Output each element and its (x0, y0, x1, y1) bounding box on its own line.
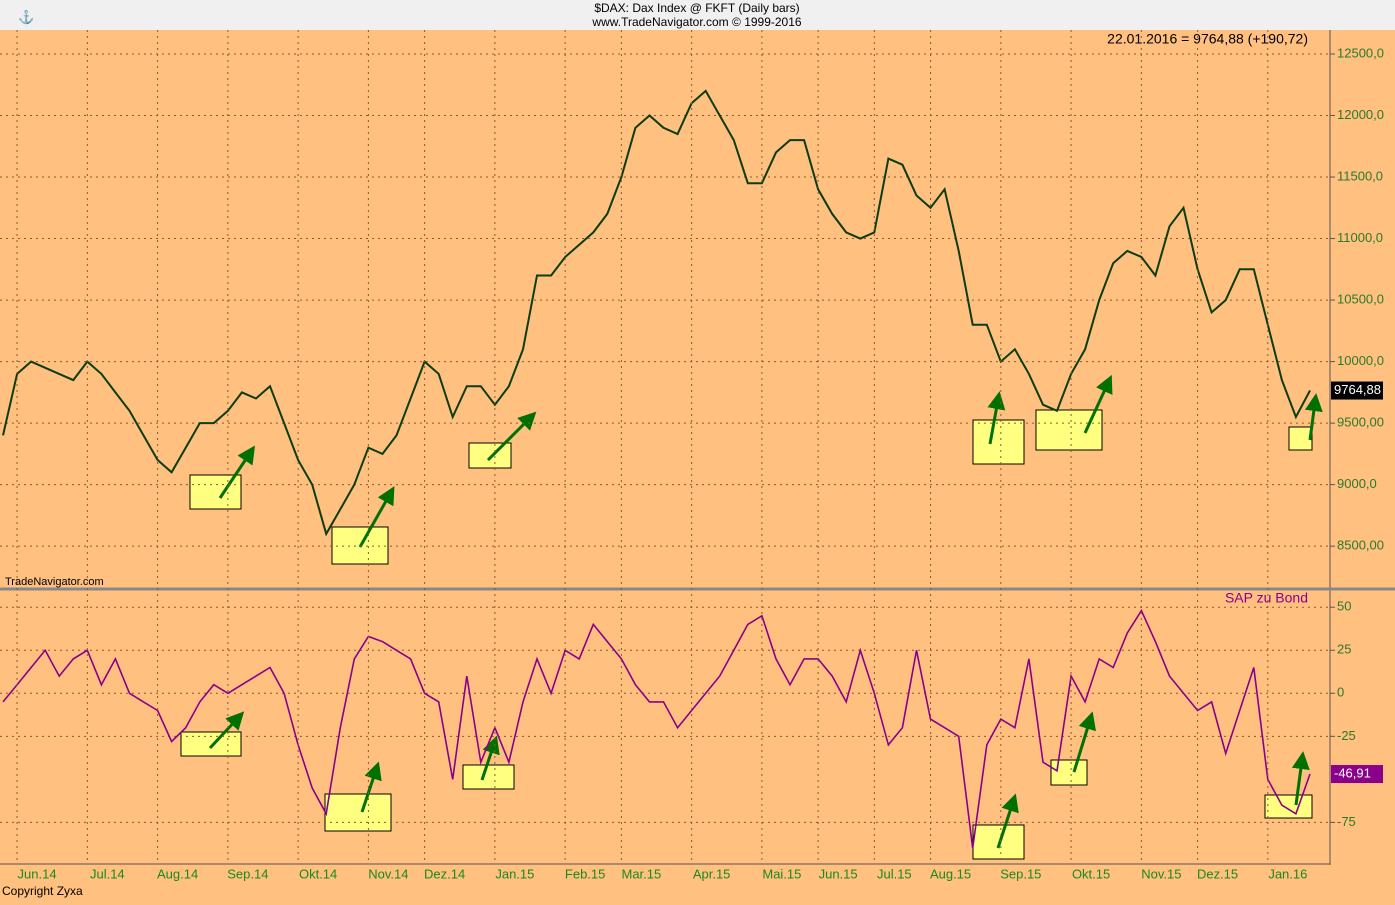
logo: ⚓ (18, 9, 34, 24)
x-tick-label: Sep.15 (1000, 866, 1041, 881)
series-line (2, 89, 1311, 537)
watermark: TradeNavigator.com (5, 576, 104, 588)
last-value-box (1331, 381, 1383, 400)
x-tick-label: Jan.16 (1268, 866, 1307, 881)
last-value-box (1331, 765, 1383, 784)
y-tick-label: 0 (1337, 685, 1344, 700)
footer: Copyright Zyxa (2, 884, 83, 898)
x-tick-label: Jun.15 (819, 866, 858, 881)
x-tick-label: Aug.15 (930, 866, 971, 881)
x-tick-label: Sep.14 (227, 866, 268, 881)
title: $DAX: Dax Index @ FKFT (Daily bars) (594, 1, 799, 15)
y-tick-label: 12000,0 (1337, 107, 1384, 122)
x-tick-label: Jul.15 (877, 866, 912, 881)
y-tick-label: 8500,00 (1337, 538, 1384, 553)
last-value-label: 9764,88 (1334, 382, 1381, 397)
x-tick-label: Nov.14 (368, 866, 408, 881)
x-tick-label: Dez.15 (1197, 866, 1238, 881)
x-tick-label: Feb.15 (565, 866, 605, 881)
x-tick-label: Apr.15 (693, 866, 731, 881)
x-tick-label: Aug.14 (157, 866, 198, 881)
subtitle: www.TradeNavigator.com © 1999-2016 (591, 15, 801, 29)
x-tick-label: Jun.14 (18, 866, 57, 881)
last-quote: 22.01.2016 = 9764,88 (+190,72) (1107, 31, 1308, 47)
last-value-label: -46,91 (1334, 765, 1371, 780)
y-tick-label: 9500,00 (1337, 415, 1384, 430)
y-tick-label: 11500,0 (1337, 168, 1383, 183)
y-tick-label: 25 (1337, 642, 1351, 657)
y-tick-label: 10500,0 (1337, 292, 1384, 307)
x-tick-label: Jul.14 (90, 866, 125, 881)
x-tick-label: Okt.14 (299, 866, 337, 881)
y-tick-label: 9000,0 (1337, 476, 1377, 491)
x-tick-label: Okt.15 (1072, 866, 1110, 881)
plot-background (0, 30, 1395, 900)
x-tick-label: Mai.15 (762, 866, 801, 881)
header-bar (0, 0, 1395, 30)
x-tick-label: Dez.14 (424, 866, 465, 881)
y-tick-label: -75 (1337, 814, 1356, 829)
x-tick-label: Nov.15 (1141, 866, 1181, 881)
y-tick-label: 11000,0 (1337, 230, 1383, 245)
x-tick-label: Mar.15 (621, 866, 661, 881)
y-tick-label: 12500,0 (1337, 45, 1384, 60)
y-tick-label: 50 (1337, 599, 1351, 614)
series-line (2, 609, 1311, 849)
y-tick-label: -25 (1337, 728, 1356, 743)
y-tick-label: 10000,0 (1337, 353, 1384, 368)
legend-entry: SAP zu Bond (1225, 590, 1308, 606)
x-tick-label: Jan.15 (495, 866, 534, 881)
